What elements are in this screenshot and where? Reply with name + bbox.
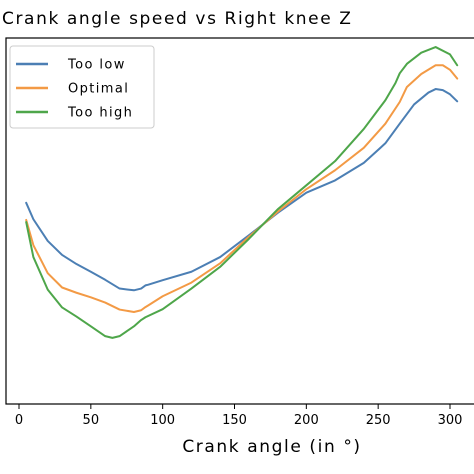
- x-axis-label: Crank angle (in °): [182, 437, 361, 457]
- series-line-optimal: [25, 64, 459, 313]
- x-tick-label: 0: [15, 413, 23, 428]
- x-tick-label: 150: [222, 413, 247, 428]
- legend: Too low Optimal Too high: [9, 45, 155, 129]
- series-lines: [25, 46, 459, 339]
- series-line-too-high: [25, 46, 459, 339]
- x-tick-label: 200: [294, 413, 319, 428]
- series-line-too-low: [25, 88, 459, 292]
- legend-box: [9, 45, 155, 129]
- chart-title: Crank angle speed vs Right knee Z: [2, 9, 353, 29]
- x-tick-label: 100: [150, 413, 175, 428]
- legend-label-too-low: Too low: [67, 58, 126, 73]
- x-axis-ticks: 0 50 100 150 200 250 300: [15, 404, 463, 428]
- legend-label-optimal: Optimal: [68, 82, 129, 97]
- x-tick-label: 250: [366, 413, 391, 428]
- legend-items: Too low Optimal Too high: [16, 58, 133, 121]
- legend-label-too-high: Too high: [67, 106, 133, 121]
- x-tick-label: 50: [83, 413, 100, 428]
- x-tick-label: 300: [438, 413, 463, 428]
- plot-frame: [5, 37, 474, 405]
